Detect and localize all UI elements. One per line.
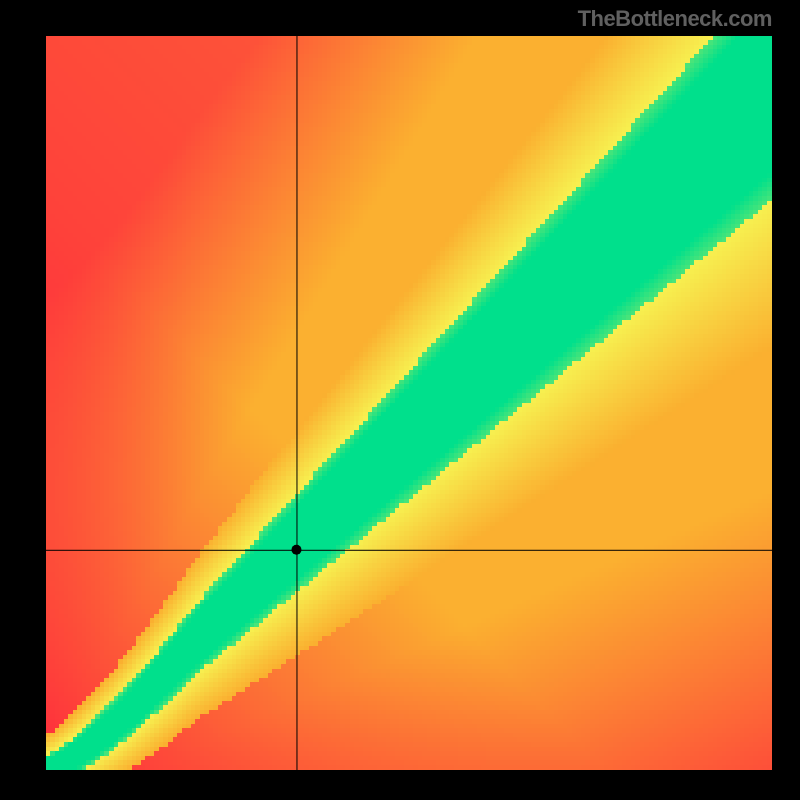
chart-container: TheBottleneck.com (0, 0, 800, 800)
bottleneck-heatmap (46, 36, 772, 770)
watermark-text: TheBottleneck.com (578, 6, 772, 32)
